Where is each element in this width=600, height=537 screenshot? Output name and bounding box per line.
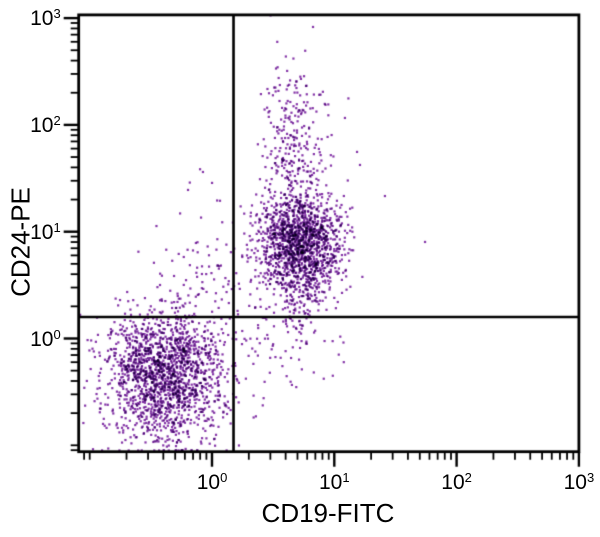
y-tick-label-10e0: 100	[30, 326, 61, 351]
x-tick-label-10e3: 103	[563, 469, 595, 494]
x-tick-label-10e0: 100	[196, 469, 228, 494]
x-tick-label-10e2: 102	[441, 469, 472, 494]
x-axis-title: CD19-FITC	[261, 498, 395, 528]
y-tick-label-10e3: 103	[30, 6, 61, 31]
y-tick-label-10e2: 102	[30, 112, 61, 137]
x-tick-label-10e1: 101	[319, 469, 350, 494]
y-axis-title: CD24-PE	[5, 187, 36, 297]
y-tick-label-10e1: 101	[30, 219, 61, 244]
